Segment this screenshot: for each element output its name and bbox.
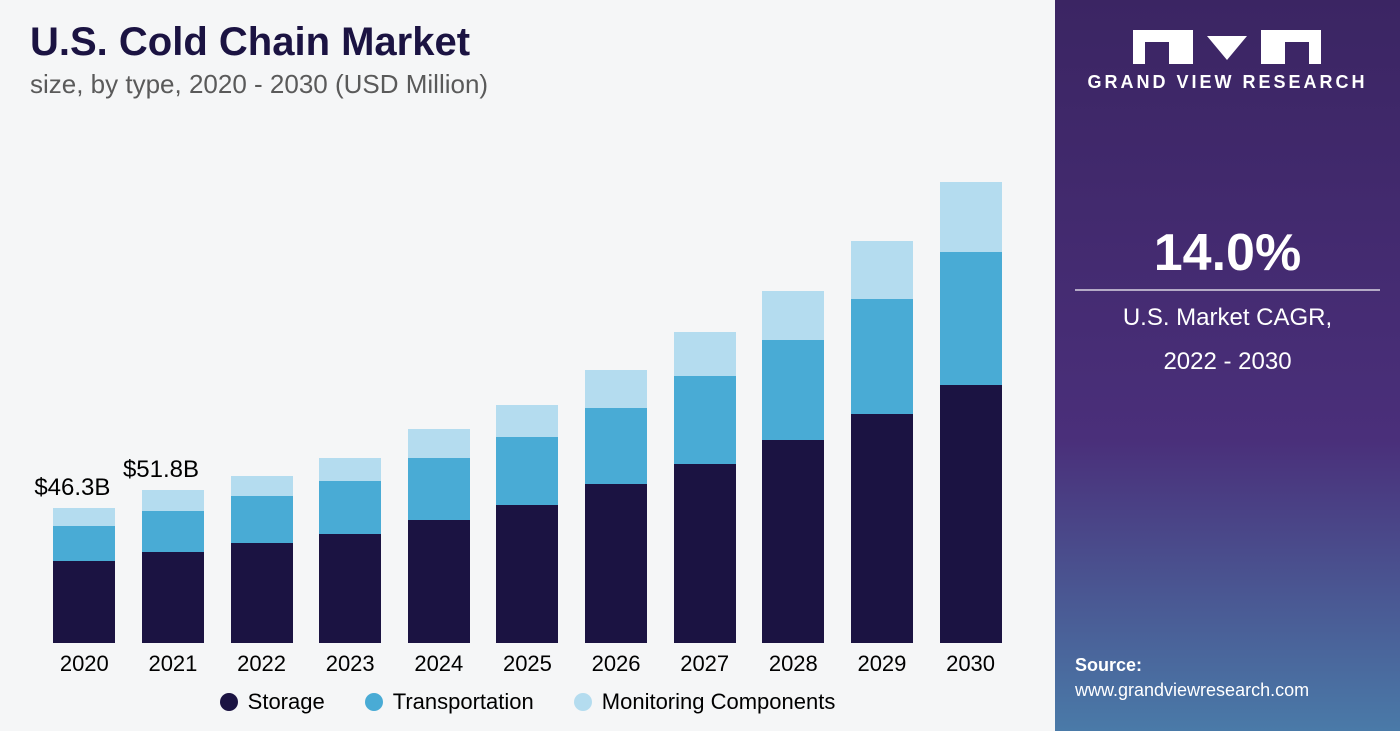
segment-storage xyxy=(851,414,913,643)
legend: Storage Transportation Monitoring Componen… xyxy=(30,677,1025,721)
bar-group xyxy=(310,458,390,643)
segment-transportation xyxy=(408,458,470,520)
legend-item: Transportation xyxy=(365,689,534,715)
cagr-block: 14.0% U.S. Market CAGR, 2022 - 2030 xyxy=(1075,223,1380,378)
brand-logo: GRAND VIEW RESEARCH xyxy=(1087,30,1367,93)
x-tick-label: 2028 xyxy=(753,651,833,677)
bar-group xyxy=(576,370,656,643)
segment-monitoring xyxy=(940,182,1002,253)
segment-monitoring xyxy=(53,508,115,526)
plot-area: $46.3B$51.8B xyxy=(30,110,1025,643)
x-tick-label: 2027 xyxy=(665,651,745,677)
segment-transportation xyxy=(231,496,293,543)
x-axis-labels: 2020 2021 2022 2023 2024 2025 2026 2027 2028 2029… xyxy=(30,643,1025,677)
bar-group xyxy=(399,429,479,643)
x-tick-label: 2025 xyxy=(487,651,567,677)
legend-label: Storage xyxy=(248,689,325,715)
cagr-value: 14.0% xyxy=(1075,223,1380,291)
x-tick-label: 2029 xyxy=(842,651,922,677)
segment-monitoring xyxy=(231,476,293,497)
segment-monitoring xyxy=(496,405,558,437)
sidebar: GRAND VIEW RESEARCH 14.0% U.S. Market CA… xyxy=(1055,0,1400,731)
legend-swatch xyxy=(574,693,592,711)
bar-group xyxy=(842,241,922,643)
segment-monitoring xyxy=(851,241,913,300)
bar-stack xyxy=(674,332,736,643)
legend-item: Storage xyxy=(220,689,325,715)
bar-group: $51.8B xyxy=(133,490,213,643)
chart-panel: U.S. Cold Chain Market size, by type, 20… xyxy=(0,0,1055,731)
segment-storage xyxy=(142,552,204,643)
segment-monitoring xyxy=(319,458,381,482)
source-block: Source: www.grandviewresearch.com xyxy=(1075,655,1309,701)
legend-label: Transportation xyxy=(393,689,534,715)
legend-item: Monitoring Components xyxy=(574,689,836,715)
bar-group xyxy=(753,291,833,644)
segment-storage xyxy=(408,520,470,643)
segment-monitoring xyxy=(142,490,204,511)
bar-group: $46.3B xyxy=(44,508,124,643)
chart-title: U.S. Cold Chain Market xyxy=(30,20,1025,65)
legend-swatch xyxy=(220,693,238,711)
segment-storage xyxy=(53,561,115,643)
bar-group xyxy=(222,476,302,643)
segment-transportation xyxy=(762,340,824,440)
segment-storage xyxy=(940,385,1002,644)
segment-monitoring xyxy=(762,291,824,341)
segment-monitoring xyxy=(674,332,736,376)
bar-stack xyxy=(408,429,470,643)
bar-value-label: $51.8B xyxy=(123,456,199,484)
bar-group xyxy=(487,405,567,643)
x-tick-label: 2026 xyxy=(576,651,656,677)
segment-transportation xyxy=(319,481,381,534)
segment-storage xyxy=(496,505,558,643)
segment-transportation xyxy=(496,437,558,505)
segment-transportation xyxy=(940,252,1002,384)
bar-group xyxy=(665,332,745,643)
bar-stack xyxy=(142,490,204,643)
bar-stack xyxy=(496,405,558,643)
bar-stack xyxy=(940,182,1002,643)
bar-value-label: $46.3B xyxy=(34,474,110,502)
bar-stack xyxy=(231,476,293,643)
source-label: Source: xyxy=(1075,655,1309,676)
bar-stack xyxy=(851,241,913,643)
bar-stack xyxy=(53,508,115,643)
segment-transportation xyxy=(585,408,647,484)
segment-storage xyxy=(762,440,824,643)
bar-group xyxy=(931,182,1011,643)
segment-transportation xyxy=(851,299,913,414)
x-tick-label: 2024 xyxy=(399,651,479,677)
segment-transportation xyxy=(53,526,115,561)
cagr-label-1: U.S. Market CAGR, xyxy=(1075,301,1380,335)
bar-stack xyxy=(762,291,824,644)
source-url: www.grandviewresearch.com xyxy=(1075,680,1309,701)
segment-monitoring xyxy=(585,370,647,408)
x-tick-label: 2023 xyxy=(310,651,390,677)
x-tick-label: 2020 xyxy=(44,651,124,677)
brand-name: GRAND VIEW RESEARCH xyxy=(1087,72,1367,93)
segment-storage xyxy=(674,464,736,643)
cagr-label-2: 2022 - 2030 xyxy=(1075,345,1380,379)
logo-icon xyxy=(1133,30,1321,64)
segment-storage xyxy=(231,543,293,643)
legend-label: Monitoring Components xyxy=(602,689,836,715)
segment-monitoring xyxy=(408,429,470,458)
bar-stack xyxy=(319,458,381,643)
segment-storage xyxy=(319,534,381,643)
segment-transportation xyxy=(674,376,736,464)
legend-swatch xyxy=(365,693,383,711)
chart-subtitle: size, by type, 2020 - 2030 (USD Million) xyxy=(30,69,1025,100)
x-tick-label: 2021 xyxy=(133,651,213,677)
bar-stack xyxy=(585,370,647,643)
segment-transportation xyxy=(142,511,204,552)
x-tick-label: 2030 xyxy=(931,651,1011,677)
x-tick-label: 2022 xyxy=(222,651,302,677)
segment-storage xyxy=(585,484,647,643)
